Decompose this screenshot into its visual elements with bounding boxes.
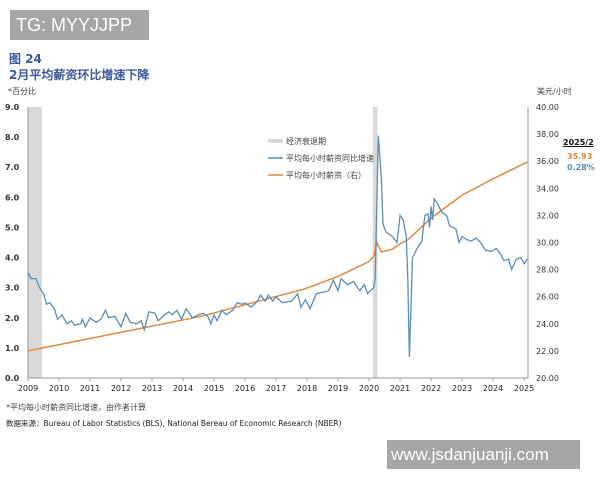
right-tick-label: 30.00	[536, 239, 559, 248]
annotation-wage: 35.93	[567, 152, 593, 161]
footnote: *平均每小时薪资同比增速，由作者计算	[6, 403, 146, 412]
right-tick-label: 34.00	[536, 184, 559, 193]
left-tick-label: 1.0	[5, 344, 20, 353]
right-axis-label: 美元/小时	[537, 87, 572, 96]
left-tick-label: 2.0	[5, 314, 20, 323]
recession-band	[372, 107, 378, 378]
right-tick-label: 28.00	[536, 266, 559, 275]
x-tick-label: 2014	[173, 384, 193, 393]
x-tick-label: 2013	[142, 384, 162, 393]
right-tick-label: 36.00	[536, 157, 559, 166]
x-tick-label: 2020	[359, 384, 379, 393]
x-tick-label: 2019	[328, 384, 348, 393]
x-tick-label: 2010	[49, 384, 69, 393]
legend-growth-label: 平均每小时薪资同比增速	[286, 153, 374, 163]
figure-number: 图 24	[9, 52, 42, 66]
x-tick-label: 2024	[483, 384, 503, 393]
x-tick-label: 2015	[204, 384, 224, 393]
right-tick-label: 22.00	[536, 347, 559, 356]
left-tick-label: 0.0	[5, 374, 20, 383]
x-tick-label: 2016	[235, 384, 255, 393]
left-tick-label: 5.0	[5, 223, 20, 232]
right-tick-label: 20.00	[536, 374, 559, 383]
legend-wage-label: 平均每小时薪资（右）	[286, 170, 366, 180]
growth-line	[27, 135, 528, 357]
left-axis-label: *百分比	[8, 87, 36, 96]
x-tick-label: 2018	[297, 384, 317, 393]
left-tick-label: 3.0	[5, 284, 20, 293]
annotation-growth: 0.28%	[567, 163, 595, 172]
right-tick-label: 26.00	[536, 293, 559, 302]
right-tick-label: 38.00	[536, 130, 559, 139]
annotation-date: 2025/2	[563, 138, 594, 147]
left-tick-label: 4.0	[5, 254, 20, 263]
left-tick-label: 8.0	[5, 133, 20, 142]
x-tick-label: 2009	[18, 384, 38, 393]
chart-title: 2月平均薪资环比增速下降	[9, 68, 150, 82]
right-tick-label: 40.00	[536, 103, 559, 112]
legend-recession-label: 经济衰退期	[286, 136, 326, 146]
left-tick-label: 6.0	[5, 193, 20, 202]
wage-line	[27, 161, 528, 352]
x-tick-label: 2012	[111, 384, 131, 393]
x-tick-label: 2022	[421, 384, 441, 393]
right-tick-label: 32.00	[536, 211, 559, 220]
left-tick-label: 9.0	[5, 103, 20, 112]
watermark-bottom: www.jsdanjuanji.com	[387, 440, 580, 469]
x-tick-label: 2025	[514, 384, 534, 393]
recession-band	[28, 107, 42, 378]
x-tick-label: 2023	[452, 384, 472, 393]
x-tick-label: 2021	[390, 384, 410, 393]
left-tick-label: 7.0	[5, 163, 20, 172]
source: 数据来源：Bureau of Labor Statistics (BLS), N…	[6, 419, 342, 428]
x-tick-label: 2011	[80, 384, 100, 393]
right-tick-label: 24.00	[536, 320, 559, 329]
x-tick-label: 2017	[266, 384, 286, 393]
watermark-top: TG: MYYJJPP	[10, 10, 149, 40]
